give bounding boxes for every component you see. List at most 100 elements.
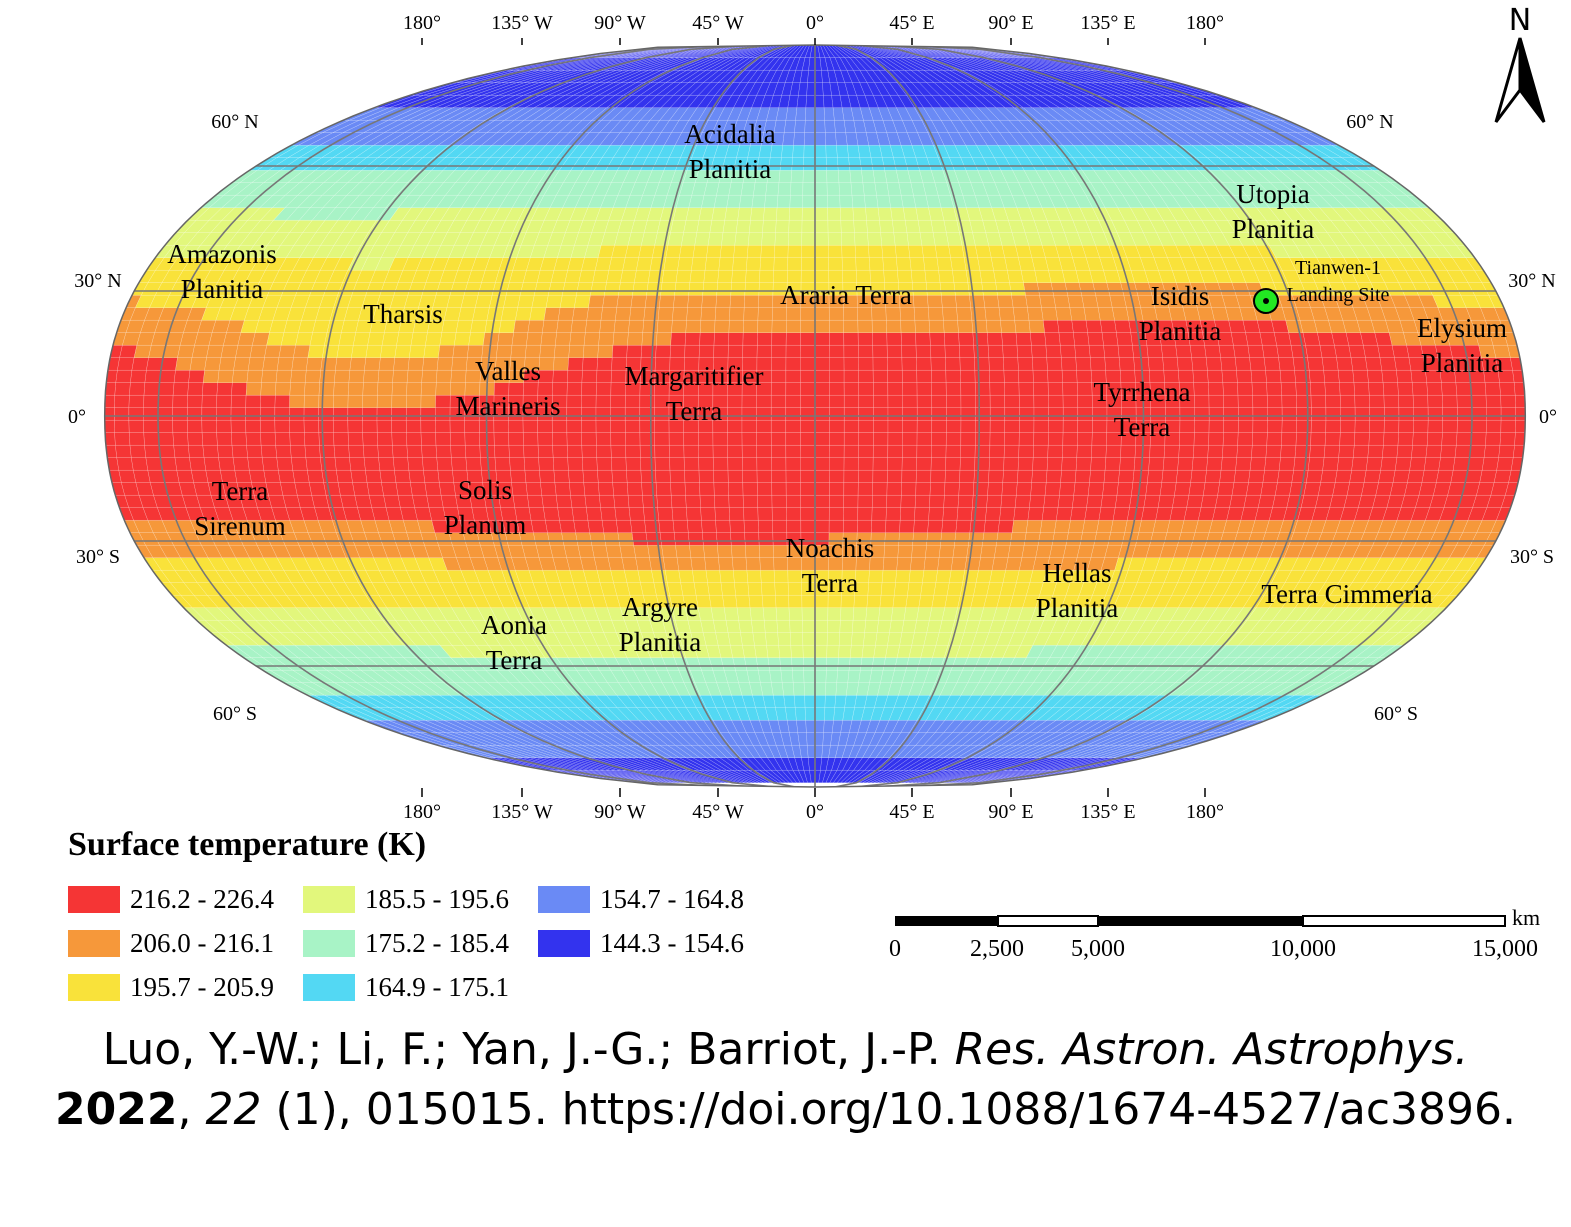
temperature-cell bbox=[512, 494, 530, 508]
temperature-cell bbox=[1496, 457, 1514, 471]
temperature-cell bbox=[868, 569, 884, 583]
temperature-cell bbox=[362, 444, 379, 458]
temperature-cell bbox=[763, 207, 778, 221]
temperature-cell bbox=[410, 482, 427, 496]
temperature-cell bbox=[701, 294, 717, 308]
temperature-cell bbox=[627, 494, 644, 508]
temperature-cell bbox=[916, 457, 932, 471]
temperature-cell bbox=[1413, 419, 1429, 433]
temperature-cell bbox=[727, 457, 743, 471]
temperature-cell bbox=[843, 332, 859, 346]
temperature-cell bbox=[659, 532, 676, 546]
temperature-cell bbox=[1025, 519, 1043, 533]
temperature-cell bbox=[669, 457, 685, 471]
temperature-cell bbox=[104, 432, 116, 446]
temperature-cell bbox=[867, 232, 883, 246]
temperature-cell bbox=[522, 419, 538, 433]
temperature-cell bbox=[786, 519, 802, 533]
temperature-cell bbox=[930, 357, 947, 371]
temperature-cell bbox=[1512, 444, 1526, 458]
temperature-cell bbox=[1061, 457, 1078, 471]
temperature-cell bbox=[633, 544, 650, 558]
temperature-cell bbox=[1104, 457, 1121, 471]
temperature-cell bbox=[406, 444, 423, 458]
temperature-cell bbox=[800, 332, 816, 346]
temperature-cell bbox=[377, 369, 394, 383]
temperature-cell bbox=[704, 557, 720, 571]
temperature-cell bbox=[701, 519, 717, 533]
temperature-cell bbox=[1363, 469, 1381, 483]
temperature-cell bbox=[877, 207, 893, 221]
temperature-cell bbox=[450, 444, 467, 458]
temperature-cell bbox=[814, 344, 830, 358]
temperature-cell bbox=[801, 232, 816, 246]
temperature-cell bbox=[960, 369, 976, 383]
temperature-cell bbox=[1321, 357, 1339, 371]
temperature-cell bbox=[975, 569, 993, 583]
temperature-cell bbox=[902, 444, 918, 458]
temperature-cell bbox=[843, 407, 860, 421]
temperature-cell bbox=[581, 382, 597, 396]
temperature-cell bbox=[983, 519, 1000, 533]
temperature-cell bbox=[901, 357, 917, 371]
temperature-cell bbox=[639, 419, 655, 433]
temperature-cell bbox=[756, 407, 772, 421]
temperature-cell bbox=[541, 494, 558, 508]
temperature-cell bbox=[1378, 469, 1396, 483]
temperature-cell bbox=[913, 294, 929, 308]
temperature-cell bbox=[547, 532, 565, 546]
temperature-cell bbox=[1039, 294, 1056, 308]
temperature-cell bbox=[712, 619, 729, 633]
temperature-cell bbox=[1003, 457, 1019, 471]
temperature-cell bbox=[771, 482, 787, 496]
temperature-cell bbox=[619, 544, 636, 558]
temperature-cell bbox=[886, 494, 902, 508]
temperature-cell bbox=[1059, 482, 1076, 496]
temperature-cell bbox=[1281, 394, 1297, 408]
temperature-cell bbox=[688, 532, 704, 546]
temperature-cell bbox=[1231, 482, 1249, 496]
temperature-cell bbox=[561, 282, 580, 296]
temperature-cell bbox=[1096, 519, 1114, 533]
temperature-cell bbox=[829, 319, 844, 333]
temperature-cell bbox=[1246, 482, 1264, 496]
temperature-cell bbox=[800, 494, 816, 508]
temperature-cell bbox=[675, 269, 692, 283]
temperature-cell bbox=[260, 394, 276, 408]
temperature-cell bbox=[814, 444, 830, 458]
temperature-cell bbox=[1163, 444, 1180, 458]
temperature-cell bbox=[712, 457, 729, 471]
temperature-cell bbox=[1331, 332, 1350, 346]
temperature-cell bbox=[773, 569, 789, 583]
temperature-cell bbox=[291, 457, 308, 471]
temperature-cell bbox=[728, 332, 744, 346]
temperature-cell bbox=[319, 369, 336, 383]
temperature-cell bbox=[1161, 344, 1178, 358]
temperature-cell bbox=[1188, 482, 1206, 496]
temperature-cell bbox=[775, 607, 790, 621]
temperature-cell bbox=[1339, 382, 1355, 396]
temperature-cell bbox=[889, 619, 905, 633]
temperature-cell bbox=[658, 519, 675, 533]
temperature-cell bbox=[989, 407, 1006, 421]
temperature-cell bbox=[129, 444, 147, 458]
temperature-cell bbox=[1004, 432, 1020, 446]
temperature-cell bbox=[767, 657, 782, 671]
temperature-cell bbox=[523, 457, 540, 471]
temperature-cell bbox=[654, 432, 670, 446]
temperature-cell bbox=[639, 432, 655, 446]
temperature-cell bbox=[1100, 319, 1117, 333]
temperature-cell bbox=[612, 482, 629, 496]
temperature-cell bbox=[710, 607, 727, 621]
temperature-cell bbox=[980, 544, 997, 558]
temperature-cell bbox=[1047, 432, 1064, 446]
temperature-cell bbox=[498, 319, 516, 333]
temperature-cell bbox=[537, 444, 554, 458]
temperature-cell bbox=[949, 569, 966, 583]
temperature-cell bbox=[802, 182, 816, 196]
temperature-cell bbox=[595, 407, 611, 421]
temperature-cell bbox=[118, 469, 137, 483]
temperature-cell bbox=[866, 219, 881, 233]
temperature-cell bbox=[841, 257, 857, 271]
temperature-cell bbox=[651, 569, 668, 583]
